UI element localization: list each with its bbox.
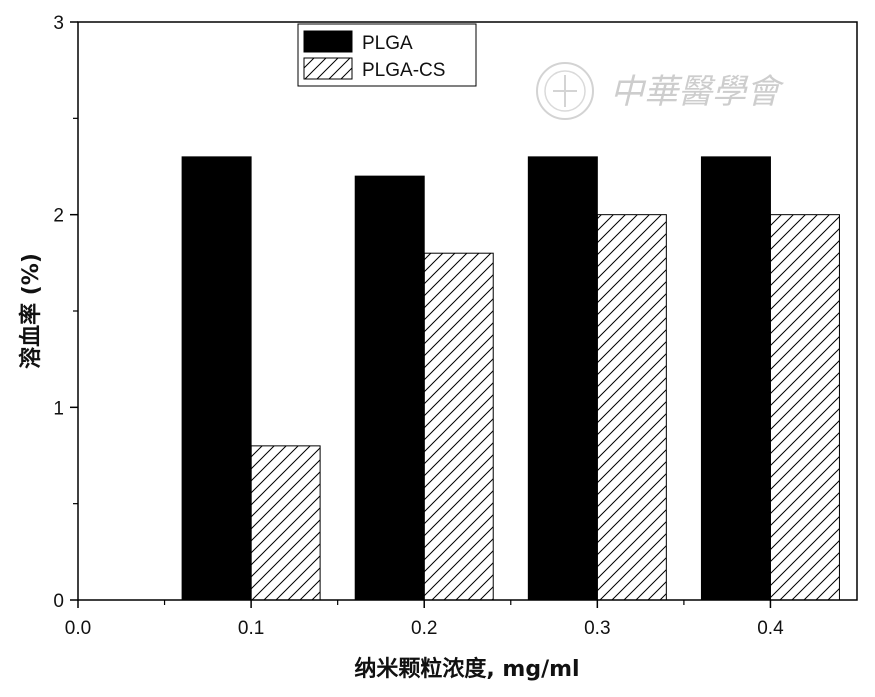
y-tick-label: 3 [53,13,64,34]
x-tick-label: 0.1 [238,618,264,639]
bar-plga-cs-0_3 [596,214,667,601]
y-tick-label: 2 [53,206,64,227]
legend-label-plga: PLGA [362,33,413,54]
bar-plga-cs-0_1 [250,445,321,601]
x-axis-title: 纳米颗粒浓度, mg/ml [354,656,579,682]
bar-plga-0_4 [700,156,771,601]
bar-plga-0_3 [527,156,598,601]
legend: PLGA PLGA-CS [297,23,477,87]
y-axis-title: 溶血率 (%) [18,253,44,369]
x-tick-label: 0.2 [411,618,437,639]
watermark-text: 中華醫學會 [610,72,785,112]
x-tick-label: 0.4 [757,618,784,639]
bar-plga-0_1 [181,156,252,601]
bar-plga-0_2 [354,175,425,601]
x-tick-label: 0.3 [584,618,610,639]
bar-plga-cs-0_4 [769,214,840,601]
bars-group [181,156,840,601]
legend-swatch-plga-cs [303,57,353,80]
legend-label-plga-cs: PLGA-CS [362,60,445,81]
y-tick-label: 1 [53,398,64,419]
legend-swatch-plga [303,30,353,53]
y-tick-label: 0 [53,591,64,612]
x-tick-label: 0.0 [65,618,91,639]
watermark: 中華醫學會 [536,62,785,120]
bar-plga-cs-0_2 [423,252,494,601]
society-seal-icon [536,62,594,120]
axes-group: 0.0 0.1 0.2 0.3 0.4 0 1 2 3 [53,13,784,639]
